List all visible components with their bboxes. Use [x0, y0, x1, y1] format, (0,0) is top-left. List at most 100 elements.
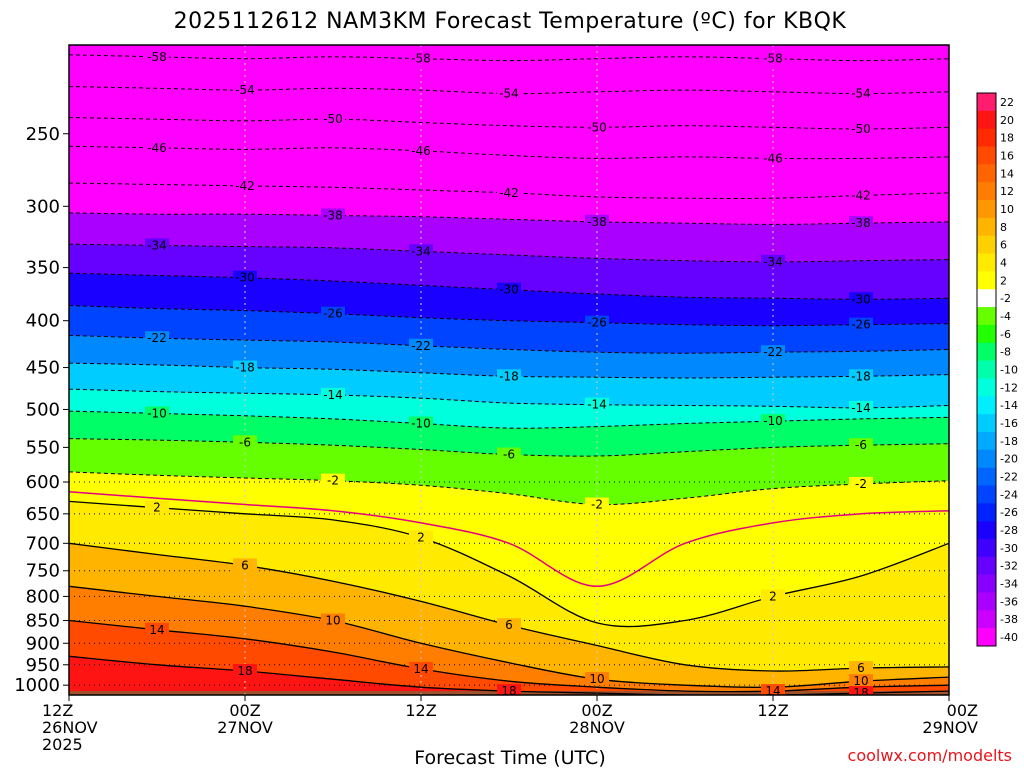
colorbar-tick-label: 22 — [1000, 96, 1014, 109]
isotherm-label: -58 — [763, 52, 783, 66]
y-tick-label: 700 — [26, 533, 60, 554]
isotherm-line — [69, 54, 949, 62]
isotherm-label: 14 — [149, 623, 164, 637]
isotherm-label-bg — [409, 51, 433, 65]
isotherm-label: -18 — [851, 369, 871, 383]
y-tick-label: 550 — [26, 437, 60, 458]
isotherm-line — [69, 117, 949, 130]
isotherm-line — [69, 388, 949, 409]
x-tick-label: 12Z — [757, 701, 788, 720]
temperature-band — [69, 273, 949, 326]
isotherm-label: -10 — [411, 417, 431, 431]
isotherm-label: -30 — [235, 271, 255, 285]
x-tick-label: 12Z — [42, 701, 73, 720]
isotherm-label-bg — [849, 121, 873, 135]
y-tick-label: 350 — [26, 258, 60, 279]
colorbar-cell — [977, 307, 996, 326]
x-tick-label: 2025 — [42, 735, 83, 754]
isotherm-label-bg — [849, 317, 873, 331]
colorbar-cell — [977, 628, 996, 647]
temperature-band — [69, 363, 949, 408]
isotherm-label-bg — [409, 530, 433, 544]
isotherm-label-bg — [145, 49, 169, 63]
isotherm-line — [69, 86, 949, 95]
isotherm-line — [69, 619, 949, 693]
y-tick-label: 600 — [26, 472, 60, 493]
isotherm-label: -18 — [499, 369, 519, 383]
isotherm-label-bg — [761, 254, 785, 268]
colorbar-tick-label: -10 — [1000, 364, 1018, 377]
colorbar-frame — [976, 92, 997, 647]
isotherm-line — [69, 305, 949, 327]
isotherm-label: -34 — [411, 244, 431, 258]
x-axis-label: Forecast Time (UTC) — [414, 747, 605, 768]
colorbar-cell — [977, 449, 996, 468]
isotherm-label-bg — [145, 140, 169, 154]
melting-line — [69, 491, 949, 588]
isotherm-label: -2 — [855, 477, 867, 491]
x-tick-label: 00Z — [229, 701, 260, 720]
isotherm-label-bg — [849, 476, 873, 490]
isotherm-line — [69, 500, 949, 628]
isotherm-label: -6 — [239, 435, 251, 449]
isotherm-label: 14 — [765, 684, 780, 698]
x-tick-label: 26NOV — [42, 718, 98, 737]
temperature-band — [69, 183, 949, 225]
isotherm-label-bg — [585, 672, 609, 686]
isotherm-label: -50 — [323, 112, 343, 126]
colorbar-cell — [977, 360, 996, 379]
colorbar-cell — [977, 592, 996, 611]
colorbar-tick-label: -28 — [1000, 524, 1018, 537]
x-tick-label: 12Z — [405, 701, 436, 720]
isotherm-label: 6 — [241, 558, 249, 572]
colorbar-tick-label: -36 — [1000, 595, 1018, 608]
isotherm-label-bg — [145, 331, 169, 345]
colorbar-tick-label: -4 — [1000, 310, 1011, 323]
isotherm-label: -14 — [851, 401, 871, 415]
isotherm-label-bg — [585, 315, 609, 329]
isotherm-label: -42 — [499, 186, 519, 200]
isotherm-label-bg — [849, 400, 873, 414]
isotherm-label-bg — [321, 208, 345, 222]
isotherm-label: -46 — [763, 151, 783, 165]
colorbar-cell — [977, 110, 996, 129]
isotherm-line — [69, 145, 949, 160]
isotherm-label: -6 — [855, 438, 867, 452]
isotherm-label-bg — [849, 188, 873, 202]
colorbar-tick-label: 14 — [1000, 167, 1014, 180]
colorbar-cell — [977, 378, 996, 397]
colorbar-tick-label: -22 — [1000, 471, 1018, 484]
chart-title: 2025112612 NAM3KM Forecast Temperature (… — [174, 9, 847, 34]
isotherm-label-bg — [145, 406, 169, 420]
isotherm-label-bg — [585, 120, 609, 134]
isotherm-label: -14 — [587, 398, 607, 412]
isotherm-label: -10 — [763, 414, 783, 428]
colorbar-cell — [977, 324, 996, 344]
isotherm-label-bg — [585, 397, 609, 411]
isotherm-label-bg — [761, 414, 785, 428]
colorbar-cell — [977, 289, 996, 308]
colorbar-cell — [977, 521, 996, 540]
isotherm-line — [69, 334, 949, 354]
isotherm-label: -2 — [327, 474, 339, 488]
isotherm-label: -42 — [235, 179, 255, 193]
plot-frame — [68, 44, 950, 696]
isotherm-label-bg — [409, 416, 433, 430]
colorbar-cell — [977, 610, 996, 629]
isotherm-label: -2 — [591, 498, 603, 512]
colorbar-tick-label: -12 — [1000, 381, 1018, 394]
isotherm-label-bg — [849, 216, 873, 230]
y-tick-label: 400 — [26, 311, 60, 332]
y-tick-label: 900 — [26, 633, 60, 654]
y-tick-label: 950 — [26, 655, 60, 676]
colorbar-tick-label: -6 — [1000, 328, 1011, 341]
colorbar-cell — [977, 93, 996, 112]
colorbar-tick-label: 10 — [1000, 203, 1014, 216]
y-tick-label: 650 — [26, 504, 60, 525]
colorbar-tick-label: 4 — [1000, 256, 1007, 269]
x-tick-label: 00Z — [947, 701, 978, 720]
isotherm-label: -26 — [851, 318, 871, 332]
isotherm-label-bg — [585, 214, 609, 228]
